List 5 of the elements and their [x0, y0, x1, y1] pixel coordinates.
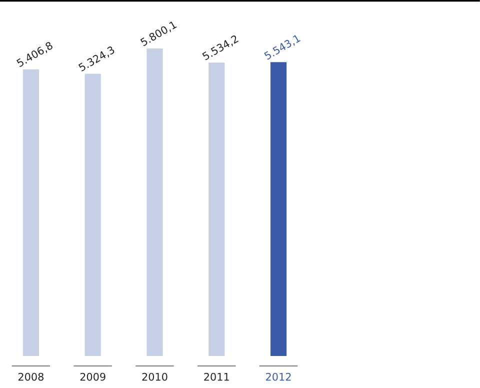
x-tick-label: 2010 — [142, 372, 168, 381]
x-tick-label: 2011 — [204, 372, 229, 381]
x-tick-label: 2009 — [80, 372, 106, 381]
x-tick-label: 2008 — [18, 372, 44, 381]
x-tick-label: 2012 — [266, 372, 291, 381]
